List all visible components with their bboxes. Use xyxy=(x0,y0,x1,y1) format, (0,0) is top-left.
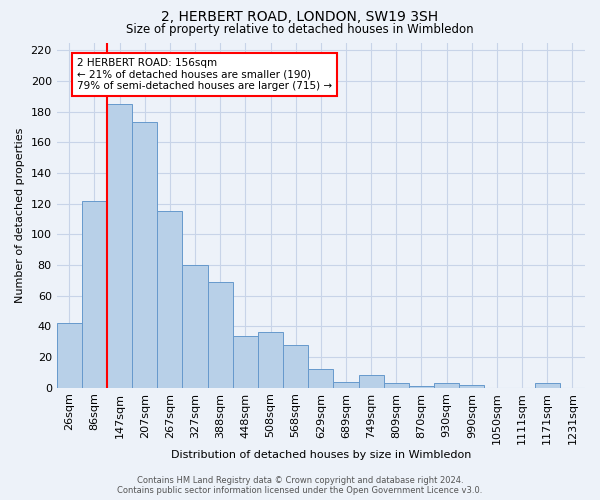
Text: 2 HERBERT ROAD: 156sqm
← 21% of detached houses are smaller (190)
79% of semi-de: 2 HERBERT ROAD: 156sqm ← 21% of detached… xyxy=(77,58,332,91)
Bar xyxy=(182,265,208,388)
Bar xyxy=(233,336,258,388)
Text: 2, HERBERT ROAD, LONDON, SW19 3SH: 2, HERBERT ROAD, LONDON, SW19 3SH xyxy=(161,10,439,24)
Bar xyxy=(283,344,308,388)
Bar xyxy=(459,384,484,388)
Bar xyxy=(384,383,409,388)
Bar xyxy=(434,383,459,388)
Bar xyxy=(157,212,182,388)
Bar xyxy=(56,324,82,388)
Bar xyxy=(359,376,384,388)
Bar xyxy=(132,122,157,388)
Bar xyxy=(208,282,233,388)
Bar xyxy=(258,332,283,388)
Bar xyxy=(334,382,359,388)
Bar xyxy=(107,104,132,388)
Y-axis label: Number of detached properties: Number of detached properties xyxy=(15,128,25,303)
Text: Size of property relative to detached houses in Wimbledon: Size of property relative to detached ho… xyxy=(126,22,474,36)
Text: Contains HM Land Registry data © Crown copyright and database right 2024.
Contai: Contains HM Land Registry data © Crown c… xyxy=(118,476,482,495)
Bar xyxy=(409,386,434,388)
X-axis label: Distribution of detached houses by size in Wimbledon: Distribution of detached houses by size … xyxy=(170,450,471,460)
Bar xyxy=(308,370,334,388)
Bar xyxy=(82,200,107,388)
Bar xyxy=(535,383,560,388)
